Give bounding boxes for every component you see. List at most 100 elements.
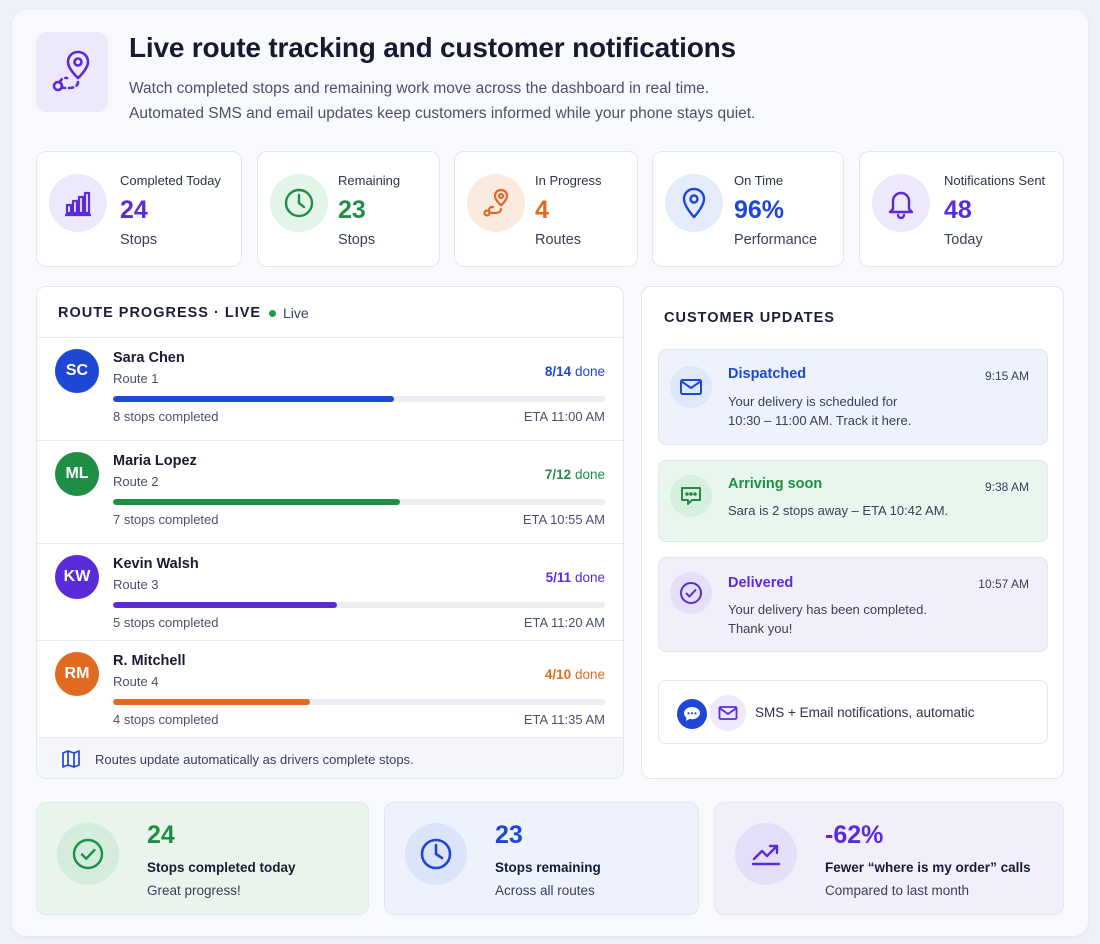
stops-completed: 7 stops completed	[113, 512, 219, 527]
live-dot-icon	[269, 309, 276, 317]
message-card-arriving[interactable]: Arriving soon 9:38 AM Sara is 2 stops aw…	[658, 460, 1048, 542]
stat-card-remaining[interactable]: Remaining 23 Stops	[257, 151, 440, 267]
avatar: RM	[55, 652, 99, 696]
route-progress-panel: ROUTE PROGRESS · LIVE Live SC Sara Chen Ro…	[36, 286, 624, 779]
route-label: Route 2	[113, 474, 159, 489]
bar-chart-icon	[49, 174, 107, 232]
location-pin-icon	[665, 174, 723, 232]
stops-completed: 4 stops completed	[113, 712, 219, 727]
map-icon	[62, 750, 80, 768]
stat-card-completed[interactable]: Completed Today 24 Stops	[36, 151, 242, 267]
message-time: 9:15 AM	[984, 369, 1029, 383]
route-row[interactable]: KW Kevin Walsh Route 3 5/11 done 5 stops com…	[37, 543, 623, 640]
stat-label: On Time	[734, 173, 784, 188]
done-count: 8/14 done	[544, 364, 605, 379]
stops-completed: 5 stops completed	[113, 615, 219, 630]
stat-value: 23	[338, 196, 366, 224]
message-body: Sara is 2 stops away – ETA 10:42 AM.	[728, 503, 949, 518]
stat-label: Notifications Sent	[944, 173, 1046, 188]
message-time: 9:38 AM	[984, 480, 1029, 494]
progress-bar	[113, 699, 605, 705]
check-circle-icon	[57, 823, 119, 885]
stat-label: Remaining	[338, 173, 401, 188]
summary-sub: Across all routes	[495, 883, 595, 898]
stat-card-notifications[interactable]: Notifications Sent 48 Today	[859, 151, 1064, 267]
auto-notifications-label: SMS + Email notifications, automatic	[755, 705, 975, 720]
driver-name: Sara Chen	[113, 350, 185, 366]
driver-name: Maria Lopez	[113, 453, 197, 469]
message-title: Delivered	[728, 575, 794, 591]
progress-fill	[113, 396, 395, 402]
summary-sub: Great progress!	[147, 883, 241, 898]
progress-bar	[113, 602, 605, 608]
sms-chat-icon	[677, 699, 707, 729]
eta: ETA 11:20 AM	[523, 615, 605, 630]
stat-value: 96%	[734, 196, 785, 224]
dashboard: Live route tracking and customer notific…	[12, 10, 1088, 936]
message-title: Dispatched	[728, 366, 807, 382]
trend-up-icon	[735, 823, 797, 885]
summary-value: -62%	[825, 821, 884, 849]
eta: ETA 11:35 AM	[523, 712, 605, 727]
done-count: 7/12 done	[544, 467, 605, 482]
stat-value: 48	[944, 196, 972, 224]
route-icon	[467, 174, 525, 232]
route-row[interactable]: RM R. Mitchell Route 4 4/10 done 4 stops com…	[37, 640, 623, 737]
stat-label: Completed Today	[120, 173, 221, 188]
chat-icon	[670, 475, 712, 517]
auto-notifications-row: SMS + Email notifications, automatic	[658, 680, 1048, 744]
route-row[interactable]: SC Sara Chen Route 1 8/14 done 8 stops compl…	[37, 337, 623, 440]
route-progress-footer: Routes update automatically as drivers c…	[37, 737, 623, 778]
stat-card-on-time[interactable]: On Time 96% Performance	[652, 151, 844, 267]
summary-card-calls: -62% Fewer “where is my order” calls Com…	[714, 802, 1064, 915]
route-pin-icon	[36, 32, 108, 112]
summary-label: Stops remaining	[495, 860, 601, 875]
route-label: Route 3	[113, 577, 159, 592]
envelope-icon	[670, 366, 712, 408]
page-title: Live route tracking and customer notific…	[129, 32, 736, 63]
message-body: Your delivery is scheduled for 10:30 – 1…	[728, 394, 912, 428]
summary-value: 23	[495, 821, 523, 849]
message-card-delivered[interactable]: Delivered 10:57 AM Your delivery has bee…	[658, 557, 1048, 652]
message-body: Your delivery has been completed. Thank …	[728, 602, 927, 636]
message-title: Arriving soon	[728, 476, 823, 492]
progress-bar	[113, 499, 605, 505]
progress-bar	[113, 396, 605, 402]
summary-label: Fewer “where is my order” calls	[825, 860, 1031, 875]
clock-icon	[270, 174, 328, 232]
message-card-dispatched[interactable]: Dispatched 9:15 AM Your delivery is sche…	[658, 349, 1048, 445]
live-indicator: Live	[269, 305, 309, 321]
avatar: KW	[55, 555, 99, 599]
progress-fill	[113, 499, 400, 505]
stat-unit: Stops	[120, 232, 158, 248]
driver-name: Kevin Walsh	[113, 556, 199, 572]
progress-fill	[113, 699, 310, 705]
stops-completed: 8 stops completed	[113, 409, 219, 424]
summary-label: Stops completed today	[147, 860, 296, 875]
stat-card-in-progress[interactable]: In Progress 4 Routes	[454, 151, 638, 267]
summary-card-completed: 24 Stops completed today Great progress!	[36, 802, 369, 915]
avatar: ML	[55, 452, 99, 496]
route-label: Route 4	[113, 674, 159, 689]
eta: ETA 11:00 AM	[523, 409, 605, 424]
clock-icon	[405, 823, 467, 885]
route-progress-title: ROUTE PROGRESS · LIVE	[58, 305, 262, 321]
eta: ETA 10:55 AM	[522, 512, 605, 527]
done-count: 5/11 done	[545, 570, 605, 585]
envelope-icon	[710, 695, 746, 731]
route-label: Route 1	[113, 371, 159, 386]
customer-updates-panel: CUSTOMER UPDATES Dispatched 9:15 AM Your…	[641, 286, 1064, 779]
route-row[interactable]: ML Maria Lopez Route 2 7/12 done 7 stops com…	[37, 440, 623, 543]
check-circle-icon	[670, 572, 712, 614]
summary-sub: Compared to last month	[825, 883, 970, 898]
summary-value: 24	[147, 821, 175, 849]
driver-name: R. Mitchell	[113, 653, 186, 669]
progress-fill	[113, 602, 337, 608]
stat-value: 4	[535, 196, 549, 224]
bell-icon	[872, 174, 930, 232]
avatar: SC	[55, 349, 99, 393]
stat-value: 24	[120, 196, 148, 224]
done-count: 4/10 done	[544, 667, 605, 682]
page-subtitle: Watch completed stops and remaining work…	[129, 80, 756, 122]
customer-updates-title: CUSTOMER UPDATES	[664, 310, 835, 326]
